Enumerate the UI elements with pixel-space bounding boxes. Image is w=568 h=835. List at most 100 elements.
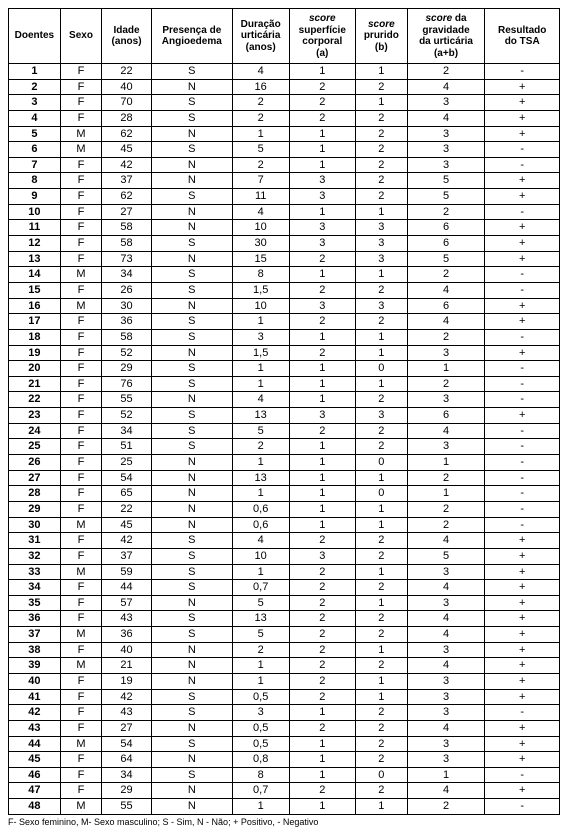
cell: 10: [9, 204, 61, 220]
cell: F: [60, 611, 101, 627]
cell: -: [485, 501, 560, 517]
cell: 3: [407, 564, 485, 580]
cell: +: [485, 689, 560, 705]
cell: F: [60, 455, 101, 471]
cell: N: [151, 204, 232, 220]
cell: 22: [102, 501, 152, 517]
cell: 1: [289, 470, 355, 486]
cell: N: [151, 501, 232, 517]
cell: -: [485, 267, 560, 283]
table-row: 10F27N4112-: [9, 204, 560, 220]
cell: 2: [289, 314, 355, 330]
cell: 5: [9, 126, 61, 142]
col-header-3: Presença deAngioedema: [151, 9, 232, 64]
cell: F: [60, 720, 101, 736]
table-row: 25F51S2123-: [9, 439, 560, 455]
cell: -: [485, 376, 560, 392]
cell: N: [151, 470, 232, 486]
cell: F: [60, 157, 101, 173]
cell: 58: [102, 220, 152, 236]
cell: 52: [102, 408, 152, 424]
cell: S: [151, 142, 232, 158]
cell: 2: [289, 580, 355, 596]
cell: 3: [407, 126, 485, 142]
cell: F: [60, 110, 101, 126]
cell: F: [60, 376, 101, 392]
cell: 20: [9, 361, 61, 377]
col-header-1: Sexo: [60, 9, 101, 64]
cell: 46: [9, 767, 61, 783]
cell: 37: [102, 173, 152, 189]
cell: 1: [355, 689, 407, 705]
cell: 3: [407, 142, 485, 158]
cell: 5: [232, 423, 289, 439]
cell: S: [151, 627, 232, 643]
cell: N: [151, 658, 232, 674]
cell: -: [485, 767, 560, 783]
cell: -: [485, 329, 560, 345]
cell: 3: [289, 408, 355, 424]
cell: 13: [9, 251, 61, 267]
cell: 0,8: [232, 752, 289, 768]
cell: 29: [9, 501, 61, 517]
cell: F: [60, 689, 101, 705]
table-row: 33M59S1213+: [9, 564, 560, 580]
cell: 1: [355, 564, 407, 580]
cell: 2: [407, 470, 485, 486]
cell: S: [151, 736, 232, 752]
table-row: 36F43S13224+: [9, 611, 560, 627]
cell: 1: [232, 314, 289, 330]
cell: F: [60, 329, 101, 345]
cell: 70: [102, 95, 152, 111]
cell: 4: [407, 110, 485, 126]
cell: 2: [355, 533, 407, 549]
cell: S: [151, 189, 232, 205]
cell: 1: [232, 361, 289, 377]
cell: 10: [232, 548, 289, 564]
table-row: 19F52N1,5213+: [9, 345, 560, 361]
cell: 2: [355, 439, 407, 455]
cell: 1: [289, 736, 355, 752]
cell: M: [60, 627, 101, 643]
cell: M: [60, 298, 101, 314]
cell: +: [485, 173, 560, 189]
cell: 41: [9, 689, 61, 705]
cell: N: [151, 642, 232, 658]
cell: S: [151, 110, 232, 126]
table-row: 26F25N1101-: [9, 455, 560, 471]
cell: 5: [407, 173, 485, 189]
footnote: F- Sexo feminino, M- Sexo masculino; S -…: [8, 817, 560, 827]
cell: -: [485, 423, 560, 439]
cell: +: [485, 345, 560, 361]
cell: 1: [407, 767, 485, 783]
table-row: 8F37N7325+: [9, 173, 560, 189]
cell: 1: [355, 517, 407, 533]
cell: -: [485, 486, 560, 502]
cell: N: [151, 220, 232, 236]
cell: 2: [289, 611, 355, 627]
cell: 2: [355, 611, 407, 627]
cell: -: [485, 517, 560, 533]
table-row: 47F29N0,7224+: [9, 783, 560, 799]
table-row: 43F27N0,5224+: [9, 720, 560, 736]
cell: 31: [9, 533, 61, 549]
cell: 23: [9, 408, 61, 424]
cell: -: [485, 439, 560, 455]
cell: F: [60, 220, 101, 236]
cell: +: [485, 720, 560, 736]
table-row: 4F28S2224+: [9, 110, 560, 126]
cell: 1: [289, 799, 355, 815]
cell: +: [485, 408, 560, 424]
table-row: 34F44S0,7224+: [9, 580, 560, 596]
cell: N: [151, 157, 232, 173]
cell: 51: [102, 439, 152, 455]
table-row: 2F40N16224+: [9, 79, 560, 95]
cell: 2: [355, 580, 407, 596]
cell: S: [151, 376, 232, 392]
cell: 2: [289, 642, 355, 658]
cell: 44: [9, 736, 61, 752]
cell: 38: [9, 642, 61, 658]
cell: F: [60, 767, 101, 783]
table-row: 27F54N13112-: [9, 470, 560, 486]
cell: +: [485, 314, 560, 330]
